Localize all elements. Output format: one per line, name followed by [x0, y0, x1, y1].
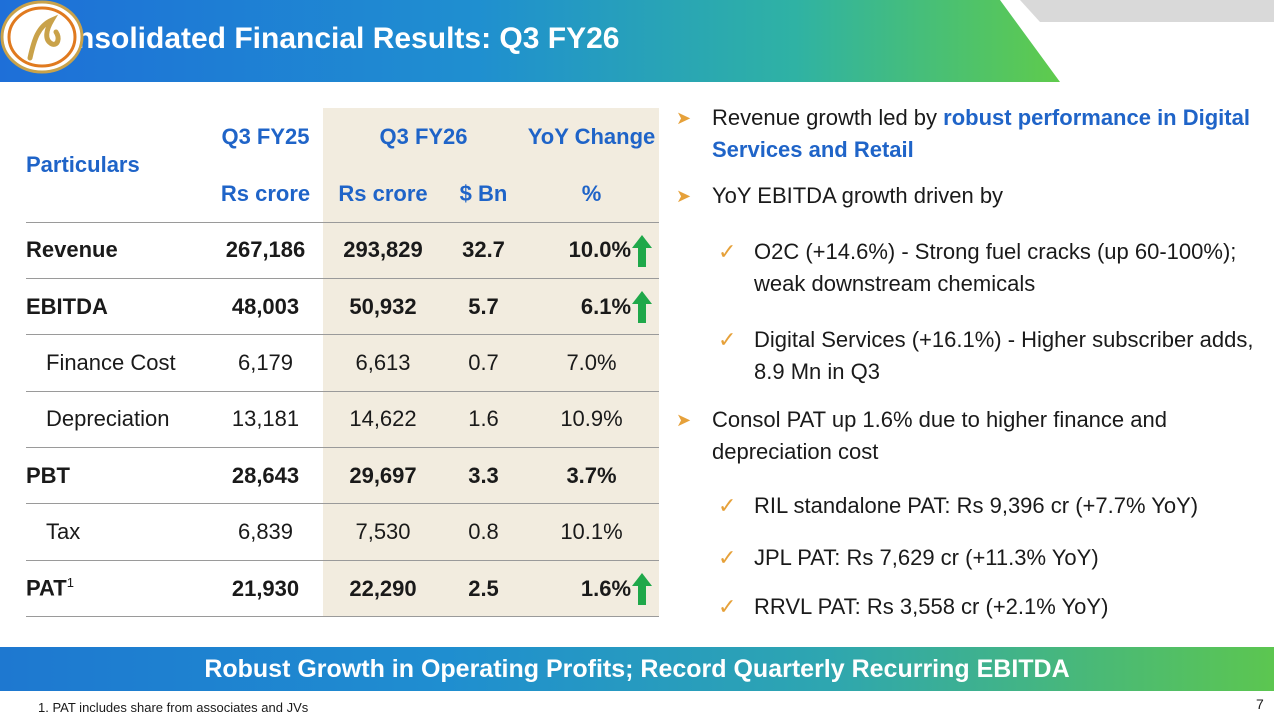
- value-q3fy26: 50,932: [323, 278, 443, 336]
- value-q3fy25: 267,186: [208, 222, 323, 279]
- up-arrow-icon: [632, 234, 653, 267]
- up-arrow-icon: [632, 290, 653, 323]
- table-row-pbt: PBT 28,643 29,697 3.3 3.7%: [26, 447, 660, 505]
- bullet-text: Consol PAT up 1.6% due to higher finance…: [712, 407, 1167, 464]
- bullet-text: YoY EBITDA growth driven by: [712, 183, 1004, 208]
- company-logo-icon: [0, 0, 84, 74]
- row-label: Revenue: [26, 222, 208, 279]
- footnote-marker: 1: [66, 575, 74, 591]
- header-particulars: Particulars: [26, 151, 140, 177]
- value-usd-bn: 2.5: [443, 560, 525, 618]
- header-q3fy25: Q3 FY25: [221, 124, 310, 149]
- bullet-text: O2C (+14.6%) - Strong fuel cracks (up 60…: [754, 239, 1237, 296]
- value-usd-bn: 0.8: [443, 503, 525, 561]
- yoy-text: 1.6%: [580, 575, 632, 601]
- bullet-text: RIL standalone PAT: Rs 9,396 cr (+7.7% Y…: [754, 493, 1199, 518]
- row-label: PBT: [26, 447, 208, 505]
- value-q3fy25: 6,179: [208, 334, 323, 392]
- bullet-text-plain: Revenue growth led by: [712, 105, 944, 130]
- arrow-bullet-icon: ➤: [676, 186, 692, 206]
- bullet-text: Revenue growth led by robust performance…: [712, 102, 1252, 166]
- table-row-tax: Tax 6,839 7,530 0.8 10.1%: [26, 503, 660, 561]
- unit-rs-crore-fy25: Rs crore: [220, 180, 311, 206]
- value-usd-bn: 0.7: [443, 334, 525, 392]
- row-label-text: PAT: [26, 575, 67, 601]
- value-yoy: 1.6%: [524, 560, 660, 618]
- value-q3fy25: 48,003: [208, 278, 323, 336]
- value-q3fy26: 14,622: [323, 391, 443, 449]
- value-yoy: 10.1%: [524, 503, 660, 561]
- title-bar: Consolidated Financial Results: Q3 FY26: [0, 0, 1274, 82]
- row-label: Depreciation: [26, 391, 208, 449]
- up-arrow-icon: [632, 572, 653, 605]
- value-q3fy25: 13,181: [208, 391, 323, 449]
- header-q3fy26: Q3 FY26: [323, 108, 525, 166]
- unit-usd-bn: $ Bn: [443, 166, 525, 222]
- page-title: Consolidated Financial Results: Q3 FY26: [36, 22, 620, 55]
- value-q3fy25: 21,930: [208, 560, 323, 618]
- row-label: Finance Cost: [26, 334, 208, 392]
- value-yoy: 3.7%: [524, 447, 660, 505]
- bullet-text: JPL PAT: Rs 7,629 cr (+11.3% YoY): [754, 545, 1099, 570]
- table-row-revenue: Revenue 267,186 293,829 32.7 10.0%: [26, 222, 660, 279]
- row-label: PAT1: [26, 560, 208, 618]
- value-usd-bn: 1.6: [443, 391, 525, 449]
- value-q3fy26: 22,290: [323, 560, 443, 618]
- value-q3fy25: 6,839: [208, 503, 323, 561]
- row-label: EBITDA: [26, 278, 208, 336]
- value-q3fy26: 6,613: [323, 334, 443, 392]
- checkmark-icon: ✓: [718, 327, 737, 352]
- row-label: Tax: [26, 503, 208, 561]
- arrow-bullet-icon: ➤: [676, 410, 692, 430]
- value-usd-bn: 32.7: [443, 222, 525, 279]
- financial-results-table: Particulars Q3 FY25 Q3 FY26 YoY Change R…: [26, 108, 660, 618]
- checkmark-icon: ✓: [718, 545, 737, 570]
- value-q3fy26: 29,697: [323, 447, 443, 505]
- value-yoy: 6.1%: [524, 278, 660, 336]
- bullet-text-highlight: robust performance in Digital Services a…: [712, 105, 1250, 162]
- bullet-text: Digital Services (+16.1%) - Higher subsc…: [754, 327, 1254, 384]
- unit-percent: %: [524, 166, 660, 222]
- title-gradient-band: [0, 0, 1060, 82]
- value-yoy: 7.0%: [524, 334, 660, 392]
- unit-rs-crore-fy26: Rs crore: [323, 166, 443, 222]
- checkmark-icon: ✓: [718, 493, 737, 518]
- checkmark-icon: ✓: [718, 239, 737, 264]
- value-yoy: 10.9%: [524, 391, 660, 449]
- yoy-text: 10.0%: [568, 237, 632, 263]
- table-row-pat: PAT1 21,930 22,290 2.5 1.6%: [26, 560, 660, 618]
- table-row-ebitda: EBITDA 48,003 50,932 5.7 6.1%: [26, 278, 660, 336]
- arrow-bullet-icon: ➤: [676, 108, 692, 128]
- checkmark-icon: ✓: [718, 594, 737, 619]
- summary-banner: Robust Growth in Operating Profits; Reco…: [0, 647, 1274, 691]
- value-usd-bn: 3.3: [443, 447, 525, 505]
- value-yoy: 10.0%: [524, 222, 660, 279]
- banner-text: Robust Growth in Operating Profits; Reco…: [204, 655, 1070, 683]
- value-q3fy26: 293,829: [323, 222, 443, 279]
- table-row-finance-cost: Finance Cost 6,179 6,613 0.7 7.0%: [26, 334, 660, 392]
- table-row-depreciation: Depreciation 13,181 14,622 1.6 10.9%: [26, 391, 660, 449]
- page-number: 7: [1256, 696, 1264, 712]
- bullet-text: RRVL PAT: Rs 3,558 cr (+2.1% YoY): [754, 594, 1109, 619]
- value-usd-bn: 5.7: [443, 278, 525, 336]
- yoy-text: 6.1%: [580, 293, 632, 319]
- value-q3fy26: 7,530: [323, 503, 443, 561]
- value-q3fy25: 28,643: [208, 447, 323, 505]
- title-grey-stripe: [1020, 0, 1274, 22]
- footnote: 1. PAT includes share from associates an…: [38, 700, 309, 715]
- header-yoy-change: YoY Change: [524, 108, 660, 166]
- title-bar-graphic: [0, 0, 1274, 82]
